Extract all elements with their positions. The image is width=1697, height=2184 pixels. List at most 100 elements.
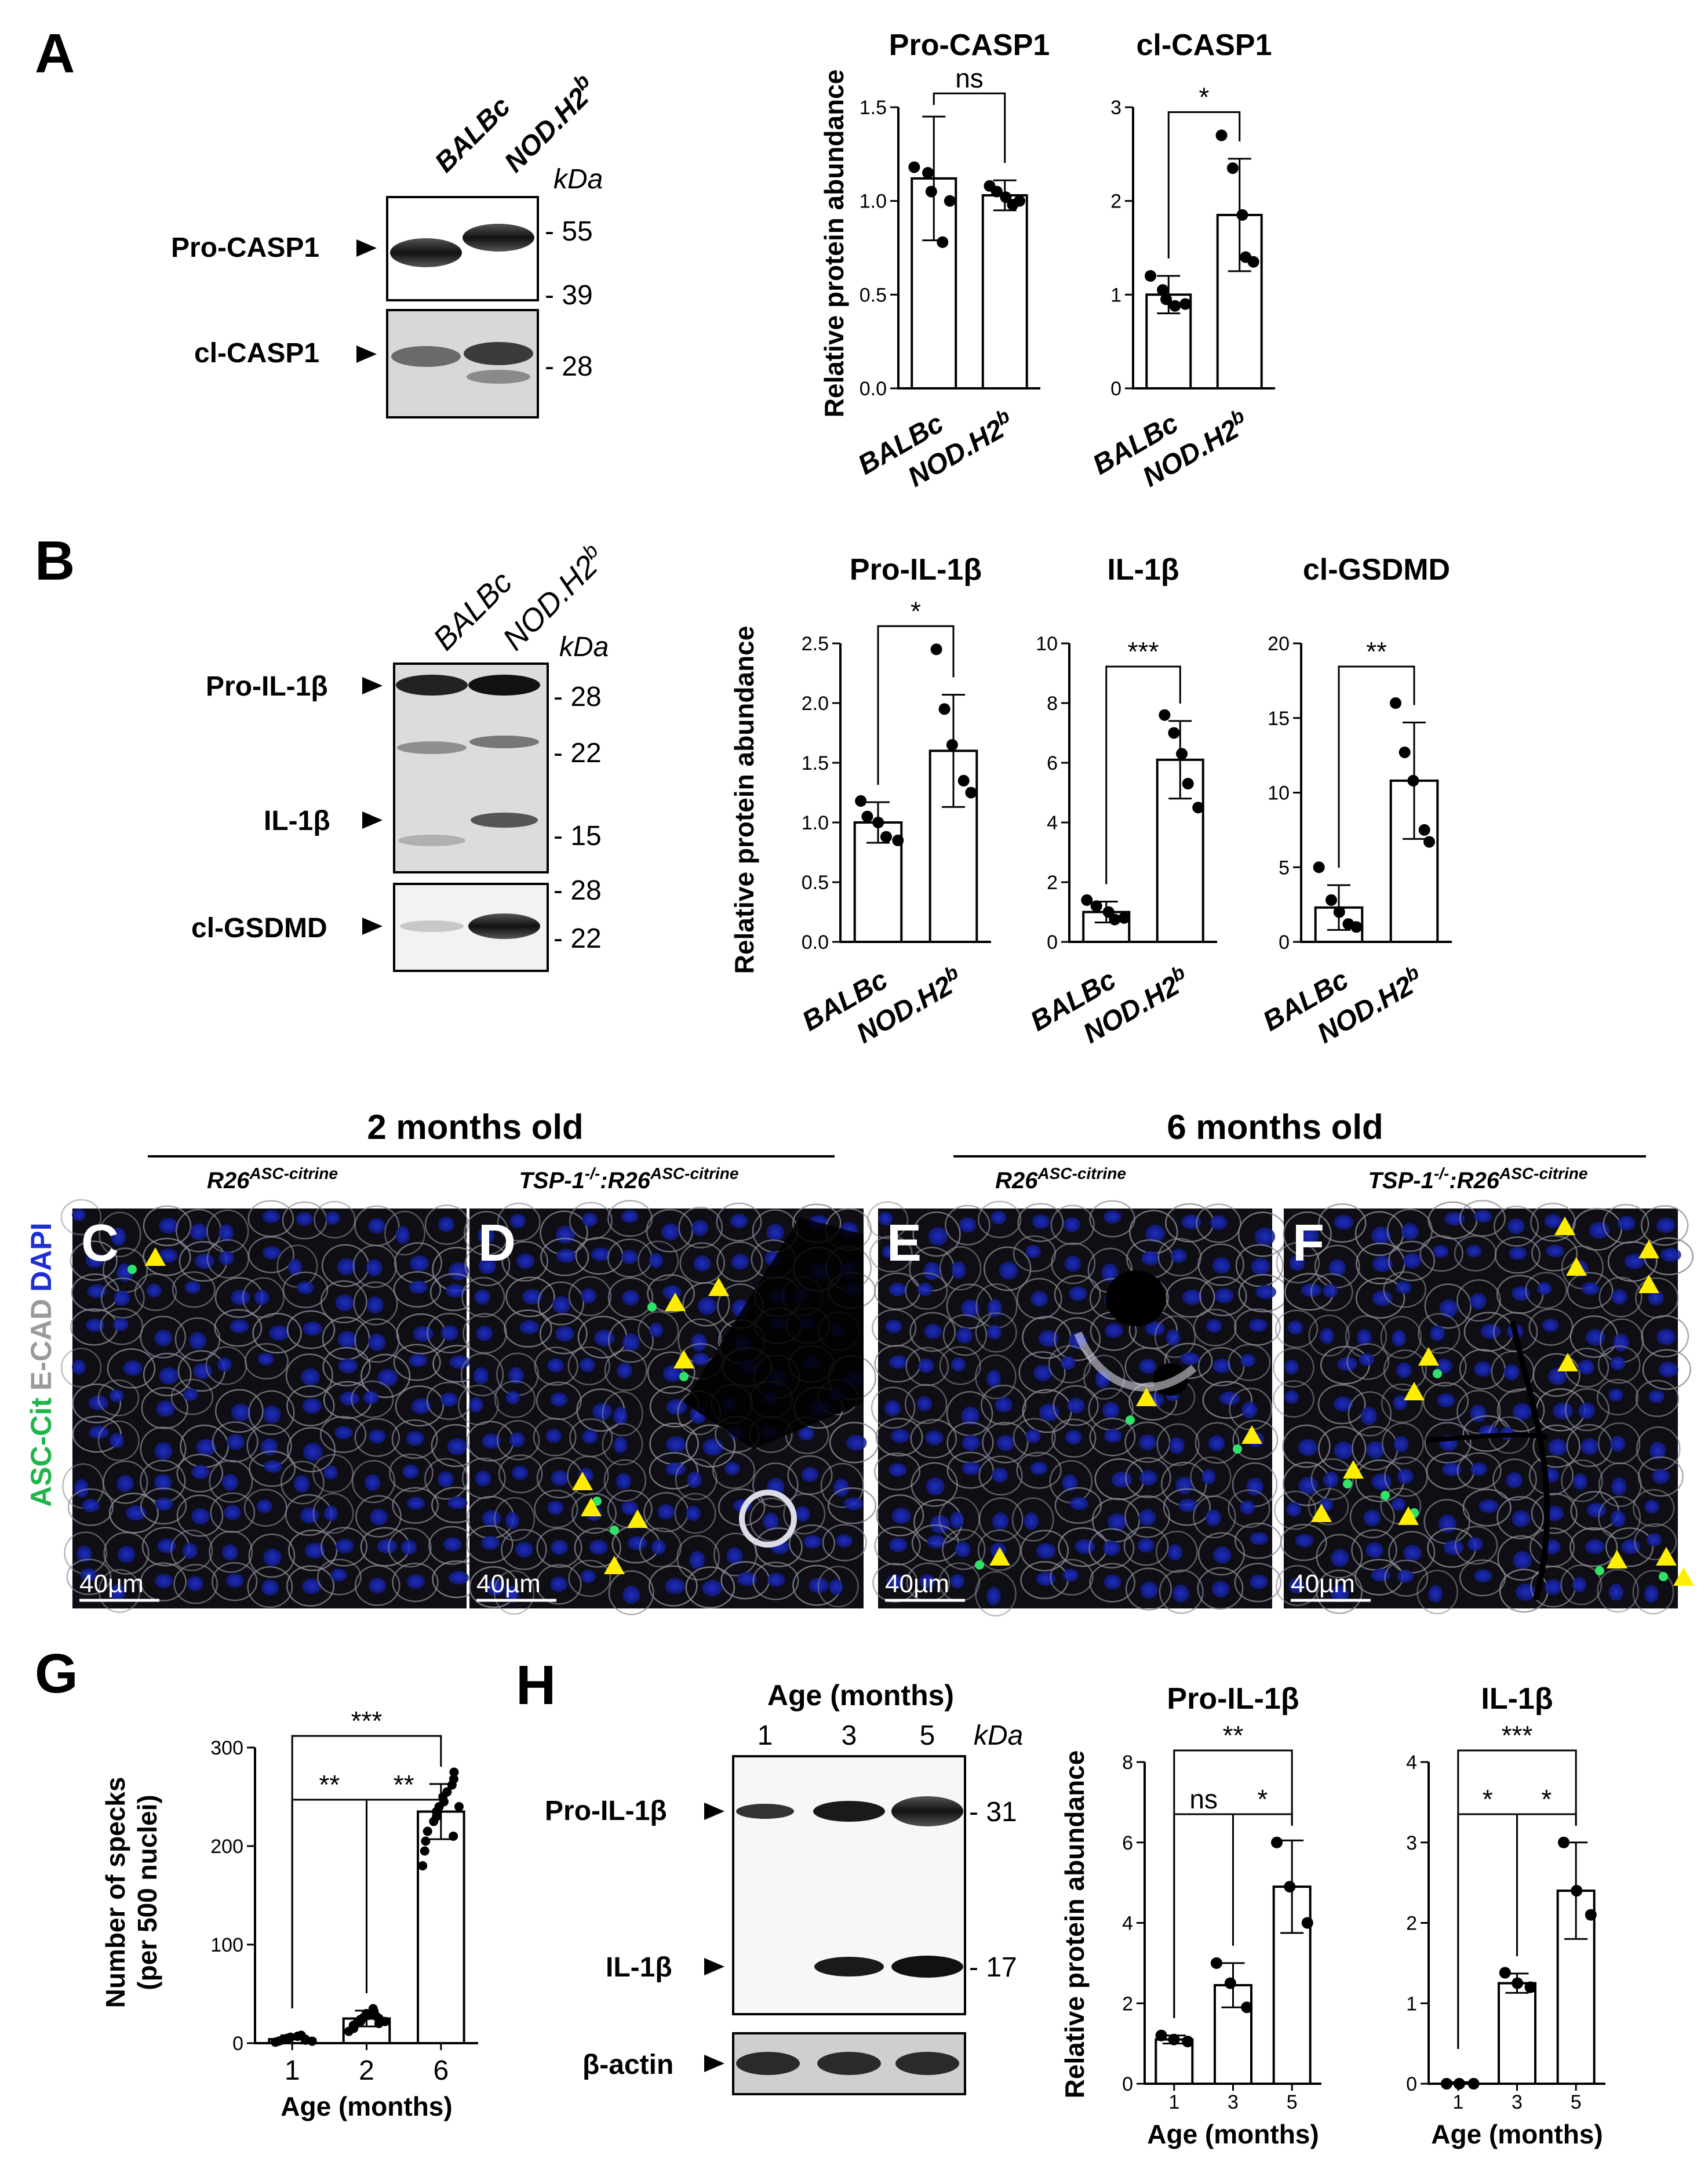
cell-membrane	[978, 1455, 1023, 1496]
nucleus	[731, 1254, 749, 1270]
arrowhead-icon	[1343, 1460, 1364, 1479]
nucleus	[1396, 1362, 1412, 1378]
nucleus	[622, 1585, 640, 1604]
nucleus	[1357, 1329, 1372, 1346]
nucleus	[1548, 1439, 1567, 1456]
nucleus	[1138, 1509, 1156, 1526]
nucleus	[918, 1358, 934, 1373]
cell-membrane	[1384, 1559, 1429, 1597]
data-point	[1284, 1881, 1296, 1893]
cell-membrane	[1381, 1422, 1424, 1465]
genotype-label: R26ASC-citrine	[995, 1164, 1126, 1193]
chart-title: Pro-IL-1β	[1167, 1682, 1299, 1716]
nucleus	[515, 1541, 533, 1558]
cell-membrane	[1228, 1489, 1270, 1528]
cell-membrane	[354, 1418, 400, 1457]
nucleus	[1172, 1584, 1189, 1603]
nucleus	[263, 1548, 282, 1567]
nucleus	[1536, 1282, 1552, 1295]
nucleus	[1467, 1537, 1483, 1552]
band	[464, 342, 533, 365]
data-point	[1168, 2033, 1180, 2045]
nucleus	[803, 1535, 822, 1549]
cell-membrane	[1597, 1379, 1639, 1415]
significance-label: ns	[1189, 1784, 1218, 1814]
cell-membrane	[1273, 1348, 1314, 1388]
data-point	[946, 739, 958, 751]
nucleus	[440, 1392, 458, 1407]
cell-membrane	[98, 1568, 141, 1613]
nucleus	[519, 1320, 540, 1334]
nucleus	[691, 1220, 709, 1236]
cell-membrane	[828, 1487, 877, 1524]
cell-membrane	[871, 1386, 916, 1429]
band	[396, 675, 468, 696]
nucleus	[925, 1430, 944, 1446]
cell-membrane	[1193, 1495, 1236, 1539]
data-point	[286, 2032, 296, 2042]
cell-membrane	[206, 1239, 249, 1279]
nucleus	[613, 1406, 628, 1425]
nucleus	[649, 1322, 664, 1338]
nucleus	[580, 1357, 595, 1373]
data-point	[1169, 300, 1181, 312]
significance-label: *	[1483, 1784, 1493, 1814]
blot-row-label: cl-CASP1	[194, 338, 319, 369]
arrowhead-icon	[708, 1277, 729, 1296]
x-tick-label: 5	[1571, 2091, 1582, 2113]
nucleus	[482, 1510, 501, 1527]
cell-membrane	[497, 1420, 540, 1461]
nucleus	[323, 1465, 338, 1480]
significance-bracket	[291, 1735, 442, 2008]
cell-membrane	[1383, 1349, 1427, 1391]
nucleus	[158, 1248, 179, 1263]
nucleus	[330, 1568, 347, 1582]
nucleus	[1145, 1322, 1165, 1336]
cell-membrane	[1195, 1422, 1240, 1464]
nucleus	[884, 1400, 901, 1417]
chart-g: 0 100 200 300 Number of specks (per 500 nucle…	[100, 1706, 478, 2121]
asc-speck	[1381, 1491, 1390, 1500]
nucleus	[662, 1365, 682, 1382]
nucleus	[1581, 1438, 1598, 1455]
cell-membrane	[320, 1280, 367, 1324]
nucleus	[188, 1331, 206, 1350]
nucleus	[191, 1508, 210, 1525]
mw-marker: - 39	[545, 280, 593, 311]
nucleus	[82, 1498, 100, 1513]
band	[390, 238, 462, 267]
cell-membrane	[939, 1346, 981, 1385]
cell-membrane	[176, 1494, 224, 1537]
cell-membrane	[1166, 1277, 1215, 1318]
arrowhead-icon	[356, 239, 377, 257]
x-tick-label: 1	[1168, 2091, 1179, 2113]
micrograph-letter: C	[81, 1214, 119, 1272]
arrowhead-icon	[362, 677, 383, 694]
nucleus	[1323, 1284, 1338, 1298]
cell-membrane	[1494, 1206, 1539, 1247]
cell-membrane	[464, 1211, 509, 1256]
scale-bar-label: 40µm	[885, 1570, 949, 1598]
cell-membrane	[312, 1454, 354, 1493]
cell-membrane	[639, 1527, 682, 1568]
y-tick-label: 3	[1110, 97, 1121, 119]
nucleus	[256, 1499, 273, 1513]
cell-membrane	[1528, 1455, 1574, 1496]
arrowhead-icon	[1607, 1550, 1627, 1568]
cell-membrane	[1356, 1277, 1405, 1319]
cell-membrane	[353, 1281, 398, 1326]
mw-marker: - 28	[553, 875, 602, 906]
data-point	[307, 2036, 317, 2046]
nucleus	[1251, 1258, 1271, 1275]
nucleus	[337, 1331, 357, 1349]
cell-membrane	[252, 1313, 302, 1354]
significance-bracket	[1105, 665, 1181, 884]
chart-title: IL-1β	[1481, 1682, 1553, 1716]
cell-membrane	[1456, 1279, 1501, 1322]
nucleus	[505, 1512, 519, 1530]
nucleus	[1658, 1362, 1678, 1378]
cell-membrane	[209, 1459, 253, 1503]
